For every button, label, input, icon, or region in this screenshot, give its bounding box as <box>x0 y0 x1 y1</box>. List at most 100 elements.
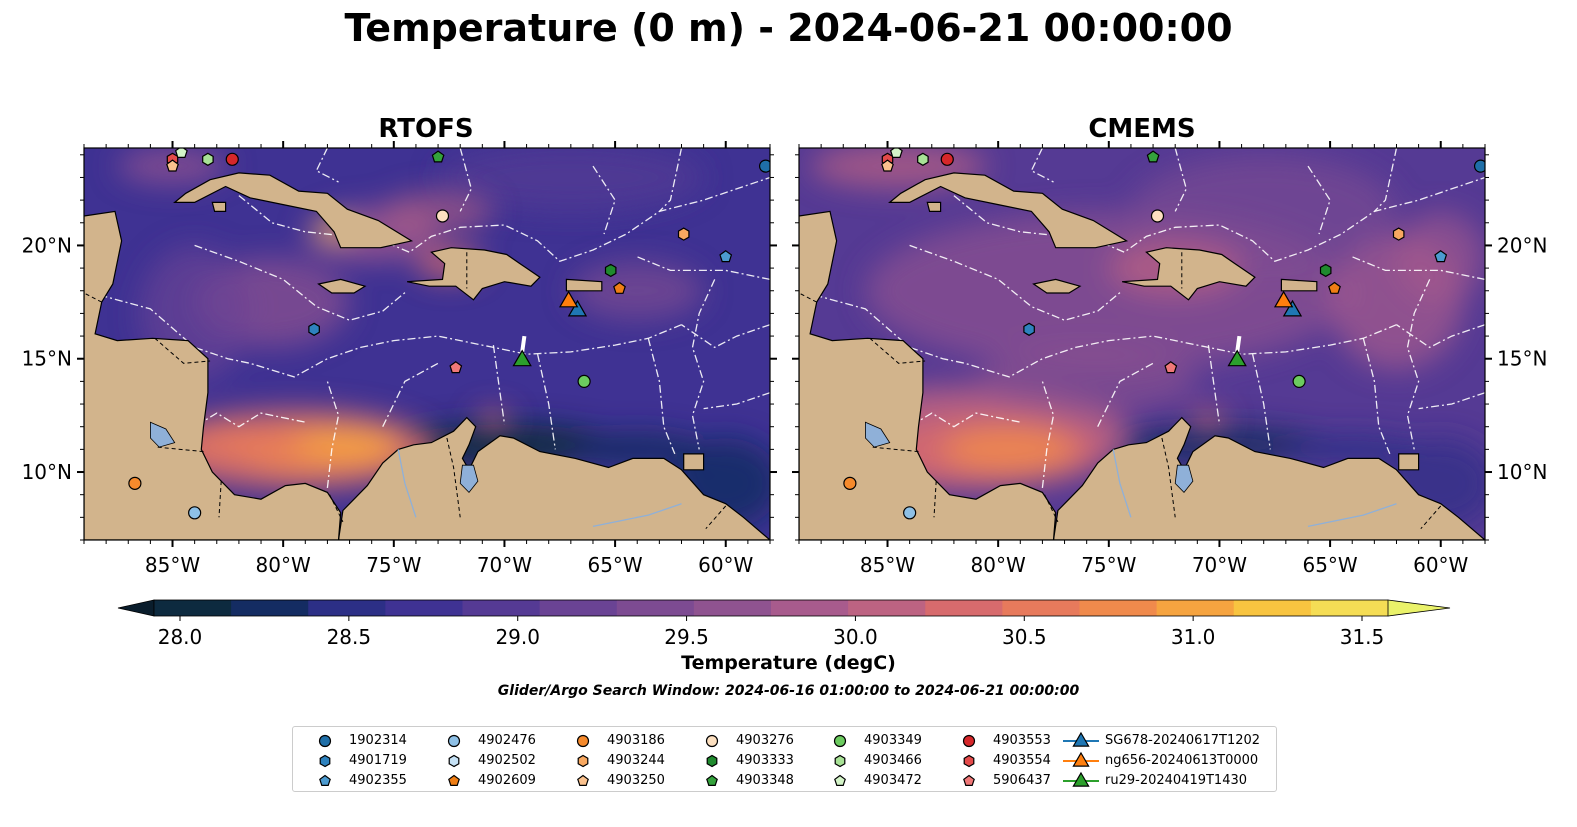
lon-tick-label: 80°W <box>256 553 311 577</box>
marker-5906437 <box>1164 361 1178 374</box>
eez-boundary <box>592 165 616 235</box>
marker-4903349 <box>1292 374 1306 388</box>
legend-marker-4903244 <box>577 754 589 768</box>
search-window-caption: Glider/Argo Search Window: 2024-06-16 01… <box>497 683 1080 699</box>
legend-label: 4903349 <box>864 733 922 748</box>
lon-tick-label: 70°W <box>477 553 532 577</box>
river <box>1307 503 1397 528</box>
map-frame <box>798 147 1486 541</box>
marker-SG678-20240617T1202 <box>567 299 588 317</box>
eez-boundary <box>536 354 556 450</box>
colorbar-extend-high <box>1387 599 1451 617</box>
land <box>337 416 770 540</box>
lon-tick-label: 65°W <box>587 553 642 577</box>
lon-tick-label: 60°W <box>698 553 753 577</box>
legend-label: 4902609 <box>478 773 536 788</box>
country-border <box>871 446 919 453</box>
legend-marker-4903472 <box>834 774 846 786</box>
marker-4903276 <box>1150 209 1165 223</box>
eez-boundary <box>1418 392 1485 410</box>
legend-marker-4903349 <box>833 734 847 748</box>
lon-tick-label: 80°W <box>971 553 1026 577</box>
colorbar-segment <box>231 600 309 616</box>
marker-4903553 <box>225 152 239 166</box>
marker-4903553 <box>940 152 954 166</box>
eez-boundary <box>326 381 340 488</box>
lon-tick-label: 75°W <box>1081 553 1136 577</box>
legend-label: 4903244 <box>607 753 665 768</box>
land <box>799 210 1057 540</box>
legend-marker-4902476 <box>447 734 461 748</box>
map-frame <box>83 147 771 541</box>
marker-4902476 <box>903 506 917 520</box>
colorbar-segment <box>1002 600 1080 616</box>
eez-boundary <box>1307 165 1331 235</box>
lat-tick-label: 20°N <box>22 233 72 257</box>
marker-SG678-20240617T1202 <box>1282 299 1303 317</box>
marker-4901719 <box>1023 322 1035 336</box>
land <box>1032 278 1082 294</box>
eez-boundary <box>909 244 1123 321</box>
colorbar-segment <box>925 600 1003 616</box>
land <box>1121 247 1256 301</box>
colorbar-tick-label: 29.5 <box>664 625 709 649</box>
marker-4903472 <box>889 148 903 158</box>
land <box>173 172 414 249</box>
marker-4903244 <box>1392 227 1405 241</box>
land <box>84 210 342 540</box>
river <box>592 503 682 528</box>
marker-1902314 <box>1473 159 1485 173</box>
country-border <box>446 437 461 518</box>
legend-label: 4902476 <box>478 733 536 748</box>
glider-track <box>520 335 527 353</box>
colorbar-segment <box>1156 600 1235 616</box>
colorbar-segment <box>539 600 618 616</box>
marker-ng656-20240613T0000 <box>558 290 579 308</box>
land <box>211 201 227 213</box>
panel-title-cmems: CMEMS <box>1088 114 1196 144</box>
colorbar-tick-label: 28.0 <box>158 625 203 649</box>
land <box>406 247 541 301</box>
colorbar-segment <box>848 600 926 616</box>
legend-label: 4903250 <box>607 773 665 788</box>
colorbar-extend-low <box>117 599 155 617</box>
legend-label: 4903554 <box>993 753 1051 768</box>
land <box>926 201 942 213</box>
eez-boundary <box>681 324 770 349</box>
lat-tick-label: 15°N <box>1497 347 1547 371</box>
glider-track <box>1235 335 1242 353</box>
colorbar-tick-label: 30.5 <box>1002 625 1047 649</box>
lake <box>459 464 479 494</box>
country-border <box>218 481 222 518</box>
legend-label: 4903348 <box>736 773 794 788</box>
eez-boundary <box>636 256 770 281</box>
lake <box>1174 464 1194 494</box>
eez-boundary <box>1362 338 1391 455</box>
eez-boundary <box>953 176 1485 263</box>
legend-marker-4903348 <box>706 774 718 786</box>
legend-label: 4903553 <box>993 733 1051 748</box>
eez-boundary <box>238 176 770 263</box>
marker-4903466 <box>917 152 929 166</box>
lat-tick-label: 10°N <box>1497 460 1547 484</box>
legend-marker-SG678-20240617T1202 <box>1072 731 1090 747</box>
legend-marker-4903554 <box>963 754 975 768</box>
marker-4903348 <box>1146 150 1160 163</box>
colorbar-label: Temperature (degC) <box>681 652 896 674</box>
colorbar-segment <box>462 600 541 616</box>
colorbar-tick-label: 31.5 <box>1340 625 1385 649</box>
legend-label: ru29-20240419T1430 <box>1105 773 1248 788</box>
marker-4903472 <box>174 148 188 158</box>
legend-label: 4903472 <box>864 773 922 788</box>
country-border <box>156 446 204 453</box>
lake <box>864 421 891 448</box>
lake <box>149 421 176 448</box>
country-border <box>1044 494 1059 523</box>
eez-boundary <box>1406 279 1431 450</box>
legend-marker-4903553 <box>962 734 976 748</box>
eez-boundary <box>1351 256 1485 281</box>
eez-boundary <box>1251 354 1271 450</box>
marker-4903349 <box>577 374 591 388</box>
legend-marker-4903276 <box>705 734 719 748</box>
marker-1902314 <box>758 159 770 173</box>
